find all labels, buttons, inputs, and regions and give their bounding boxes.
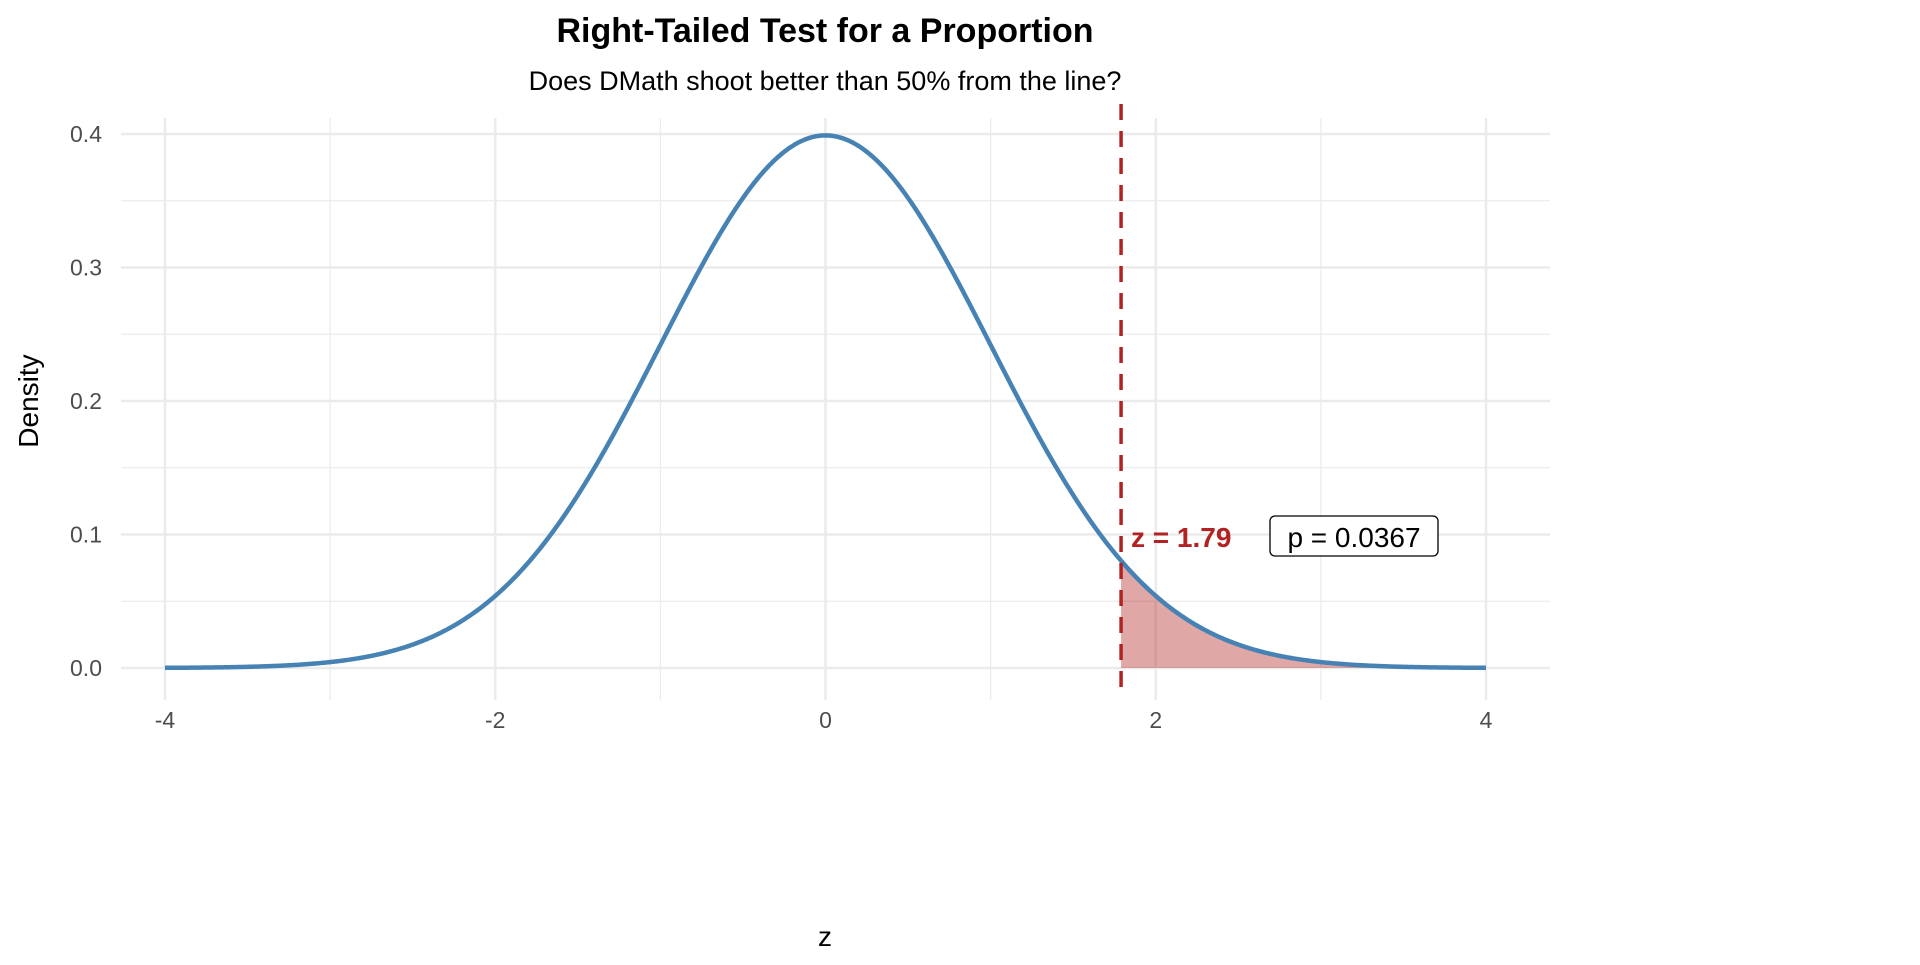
chart-title: Right-Tailed Test for a Proportion — [556, 12, 1093, 50]
x-tick-label: 4 — [1480, 707, 1493, 733]
p-value-annotation: p = 0.0367 — [1287, 522, 1420, 553]
x-tick-label: 2 — [1149, 707, 1162, 733]
x-tick-label: 0 — [819, 707, 832, 733]
x-axis-label: z — [818, 921, 832, 952]
y-tick-label: 0.0 — [70, 655, 102, 681]
y-axis-ticks: 0.0 0.1 0.2 0.3 0.4 — [70, 121, 102, 681]
y-tick-label: 0.2 — [70, 388, 102, 414]
z-annotation: z = 1.79 — [1131, 522, 1231, 553]
grid — [121, 118, 1550, 700]
x-axis-ticks: -4 -2 0 2 4 — [155, 707, 1493, 733]
y-tick-label: 0.1 — [70, 522, 102, 548]
p-value-shaded-area — [1121, 560, 1486, 668]
x-tick-label: -2 — [485, 707, 505, 733]
x-tick-label: -4 — [155, 707, 176, 733]
density-curve — [164, 133, 1487, 671]
y-tick-label: 0.4 — [70, 121, 102, 147]
p-value-label-box — [1269, 515, 1439, 557]
y-tick-label: 0.3 — [70, 255, 102, 281]
y-axis-label: Density — [13, 354, 44, 447]
chart-subtitle: Does DMath shoot better than 50% from th… — [529, 66, 1122, 96]
